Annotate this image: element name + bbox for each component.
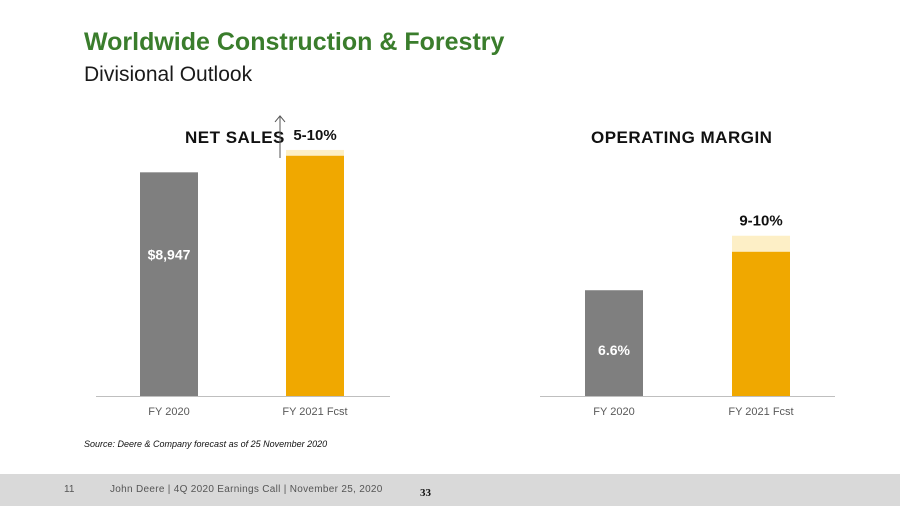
forecast-range-bar bbox=[286, 149, 344, 156]
slide-number: 33 bbox=[420, 487, 431, 499]
page-title: Worldwide Construction & Forestry bbox=[84, 28, 505, 56]
operating-margin-chart: FY 2020 FY 2021 Fcst 6.6% 9-10% bbox=[540, 213, 835, 418]
forecast-data-label: 9-10% bbox=[739, 213, 782, 230]
actual-data-label: 6.6% bbox=[598, 342, 630, 358]
forecast-bar bbox=[732, 251, 790, 396]
net-sales-chart-title: NET SALES bbox=[185, 128, 285, 147]
x-tick-label: FY 2020 bbox=[148, 406, 189, 418]
forecast-range-bar bbox=[732, 235, 790, 252]
x-tick-label: FY 2020 bbox=[593, 406, 634, 418]
operating-margin-chart-title: OPERATING MARGIN bbox=[591, 128, 773, 147]
x-tick-label: FY 2021 Fcst bbox=[282, 406, 347, 418]
footer-page-number: 11 bbox=[64, 484, 75, 495]
net-sales-chart: FY 2020 FY 2021 Fcst $8,947 5-10% bbox=[96, 115, 390, 418]
source-note: Source: Deere & Company forecast as of 2… bbox=[84, 439, 328, 449]
x-tick-label: FY 2021 Fcst bbox=[728, 406, 793, 418]
page-subtitle: Divisional Outlook bbox=[84, 63, 253, 86]
footer-bar bbox=[0, 474, 900, 506]
actual-data-label: $8,947 bbox=[148, 246, 191, 262]
up-arrow-icon bbox=[274, 115, 286, 158]
actual-bar bbox=[585, 290, 643, 396]
forecast-bar bbox=[286, 155, 344, 396]
actual-bar bbox=[140, 172, 198, 396]
forecast-data-label: 5-10% bbox=[293, 127, 336, 144]
footer-text: John Deere | 4Q 2020 Earnings Call | Nov… bbox=[110, 484, 383, 495]
